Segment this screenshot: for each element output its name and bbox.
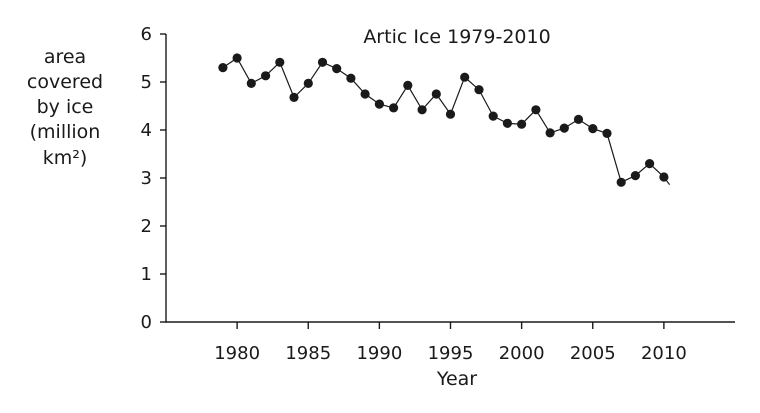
y-axis-label: area covered by ice (million km²) [27, 46, 103, 169]
data-point [517, 119, 527, 129]
data-point [303, 78, 313, 88]
y-axis-label-line-4: (million [30, 121, 101, 143]
y-tick-label: 1 [141, 264, 152, 285]
data-point [389, 103, 399, 113]
chart-title: Artic Ice 1979-2010 [363, 26, 550, 48]
y-axis-label-line-3: by ice [37, 96, 94, 118]
data-point [275, 57, 285, 67]
data-point [417, 105, 427, 115]
data-point [374, 99, 384, 109]
y-axis-label-line-2: covered [27, 71, 103, 93]
series [218, 53, 671, 187]
y-tick-label: 3 [141, 168, 152, 189]
x-tick-label: 1985 [285, 343, 331, 364]
data-point [630, 171, 641, 181]
data-point [246, 78, 256, 88]
data-point [588, 124, 598, 134]
data-point [346, 73, 356, 83]
x-tick-label: 1990 [356, 343, 402, 364]
series-line [222, 57, 671, 186]
data-point [545, 128, 555, 138]
data-point [616, 177, 626, 187]
y-ticks: 0 1 2 3 4 5 6 [141, 24, 166, 333]
x-tick-label: 2005 [570, 343, 616, 364]
data-point [460, 72, 470, 82]
axes [165, 34, 735, 323]
data-point [261, 71, 271, 81]
data-point [317, 57, 328, 67]
data-point [488, 111, 498, 121]
data-point [602, 128, 612, 138]
y-tick-label: 0 [141, 312, 152, 333]
x-tick-label: 2000 [499, 343, 545, 364]
y-tick-label: 4 [141, 120, 152, 141]
y-tick-label: 5 [141, 72, 152, 93]
data-point [360, 89, 370, 99]
data-point [573, 114, 584, 124]
y-axis-label-line-5: km²) [43, 147, 88, 169]
data-point [659, 172, 669, 182]
data-point [289, 92, 299, 102]
data-point [502, 118, 512, 128]
x-tick-label: 1980 [214, 343, 260, 364]
data-point [332, 64, 342, 74]
data-point [531, 105, 541, 115]
x-ticks: 1980 1985 1990 1995 2000 2005 2010 [214, 322, 687, 364]
data-point [445, 109, 456, 119]
data-point [403, 80, 413, 90]
data-point [431, 89, 441, 99]
x-tick-label: 2010 [641, 343, 687, 364]
y-axis-label-line-1: area [44, 46, 86, 68]
y-tick-label: 6 [141, 24, 152, 45]
data-point [218, 63, 228, 73]
data-point [559, 123, 569, 133]
data-point [232, 53, 242, 63]
x-tick-label: 1995 [428, 343, 474, 364]
x-axis-label: Year [436, 368, 477, 390]
data-point [645, 159, 655, 169]
y-tick-label: 2 [141, 216, 152, 237]
data-point [474, 85, 484, 95]
